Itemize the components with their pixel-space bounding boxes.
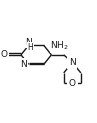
Text: O: O — [0, 50, 7, 59]
Text: H: H — [28, 43, 33, 52]
Text: N: N — [25, 38, 32, 46]
Text: O: O — [69, 79, 76, 88]
Text: N: N — [20, 60, 27, 69]
Text: NH$_2$: NH$_2$ — [50, 39, 69, 52]
Text: N: N — [69, 58, 76, 67]
